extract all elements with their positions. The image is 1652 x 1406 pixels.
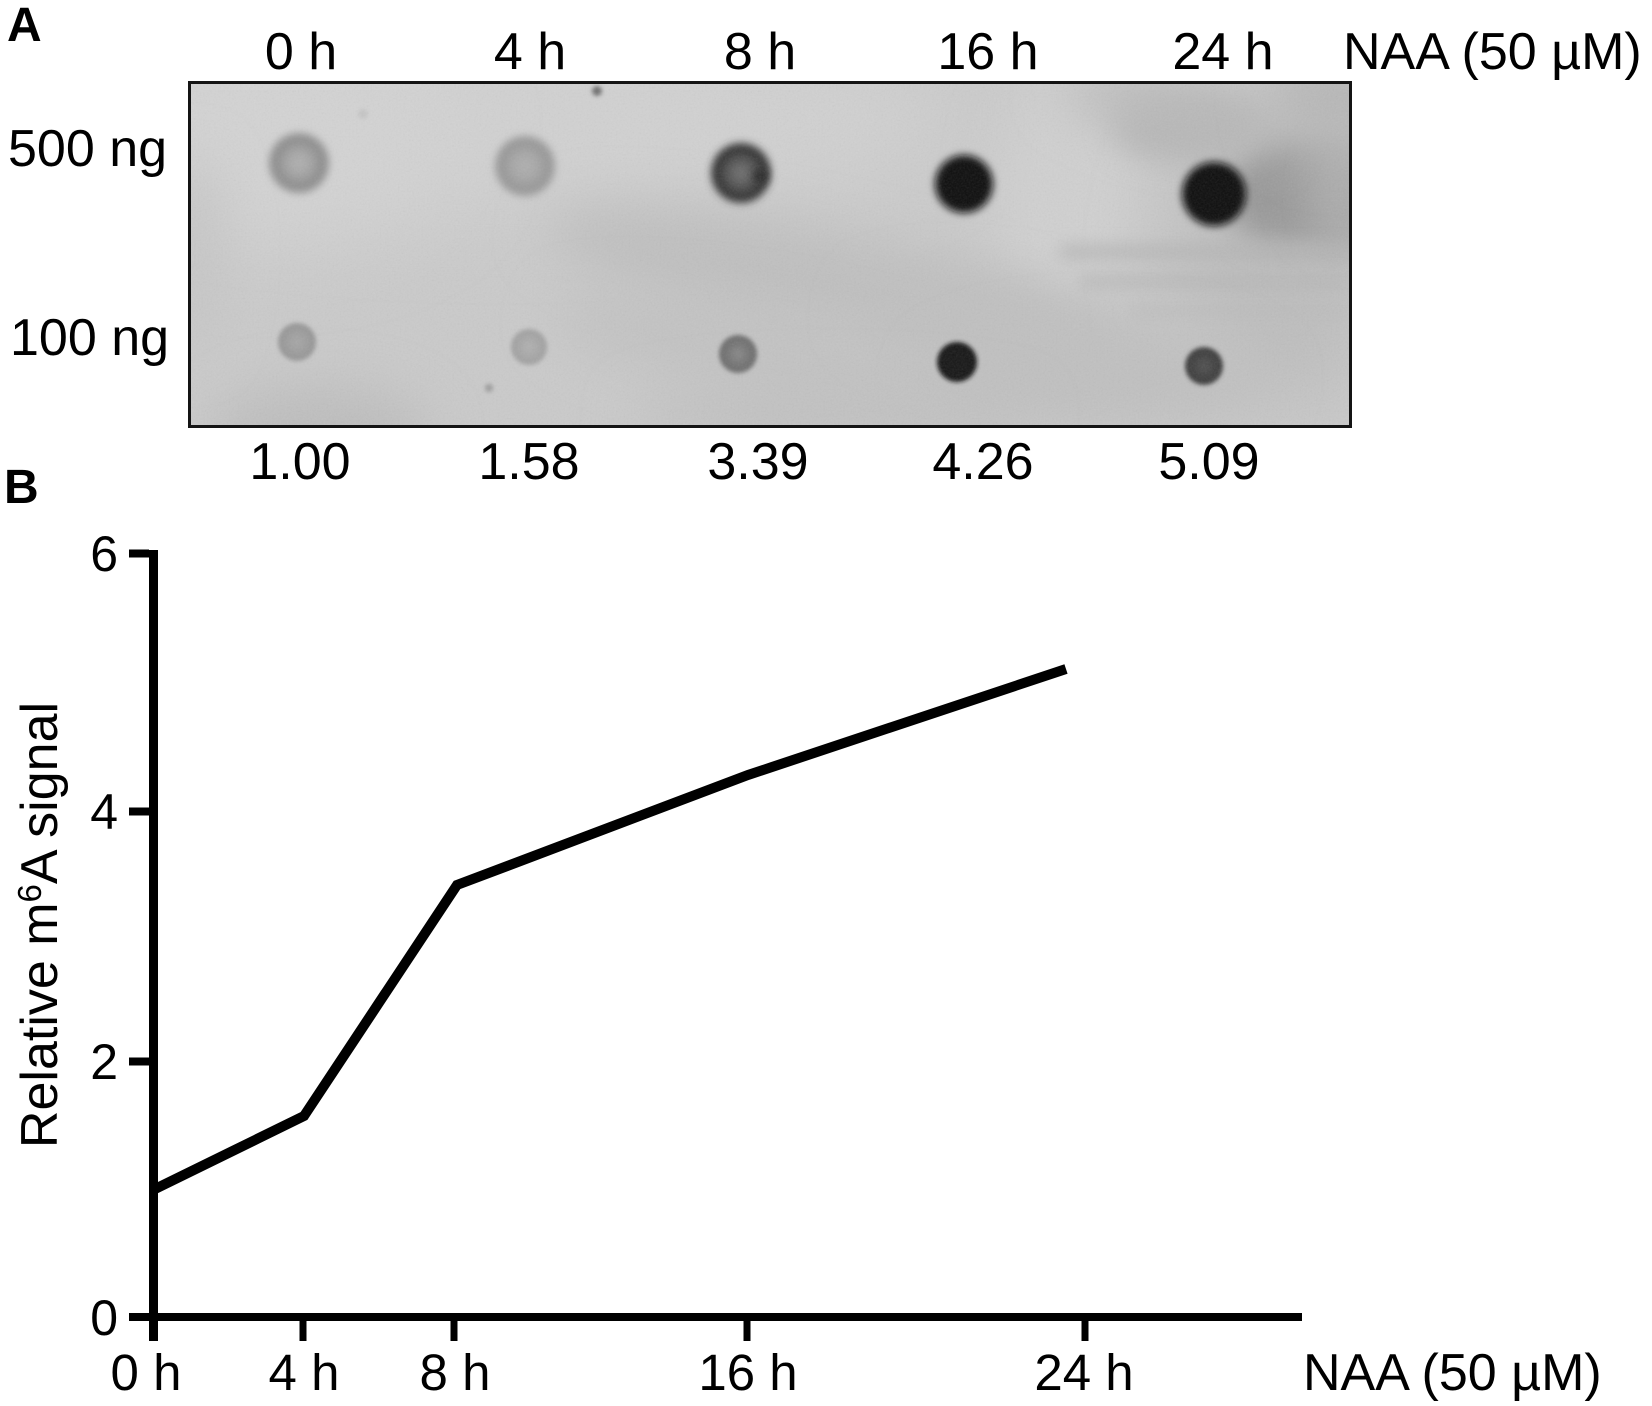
svg-text:8 h: 8 h xyxy=(724,23,796,81)
svg-text:1.00: 1.00 xyxy=(249,433,350,491)
svg-text:4 h: 4 h xyxy=(269,1344,340,1401)
svg-text:16 h: 16 h xyxy=(698,1344,797,1401)
svg-text:0 h: 0 h xyxy=(265,23,337,81)
svg-text:24 h: 24 h xyxy=(1034,1344,1133,1401)
svg-text:5.09: 5.09 xyxy=(1158,433,1259,491)
svg-text:NAA (50 µM): NAA (50 µM) xyxy=(1343,23,1642,81)
svg-text:0 h: 0 h xyxy=(111,1344,182,1401)
svg-text:6: 6 xyxy=(90,526,118,582)
svg-text:100 ng: 100 ng xyxy=(10,309,169,367)
svg-text:4: 4 xyxy=(90,784,118,840)
svg-text:Relative m6A signal: Relative m6A signal xyxy=(11,702,69,1148)
svg-text:0: 0 xyxy=(90,1290,118,1346)
svg-text:3.39: 3.39 xyxy=(707,433,808,491)
svg-text:NAA (50 µM): NAA (50 µM) xyxy=(1303,1344,1602,1402)
svg-text:A: A xyxy=(7,0,42,52)
svg-text:8 h: 8 h xyxy=(420,1344,491,1401)
svg-text:24 h: 24 h xyxy=(1172,23,1273,81)
svg-text:500 ng: 500 ng xyxy=(8,120,167,178)
svg-text:16 h: 16 h xyxy=(937,23,1038,81)
svg-text:4.26: 4.26 xyxy=(932,433,1033,491)
svg-text:1.58: 1.58 xyxy=(478,433,579,491)
svg-text:2: 2 xyxy=(90,1034,118,1090)
svg-text:B: B xyxy=(4,461,39,514)
svg-text:4 h: 4 h xyxy=(494,23,566,81)
